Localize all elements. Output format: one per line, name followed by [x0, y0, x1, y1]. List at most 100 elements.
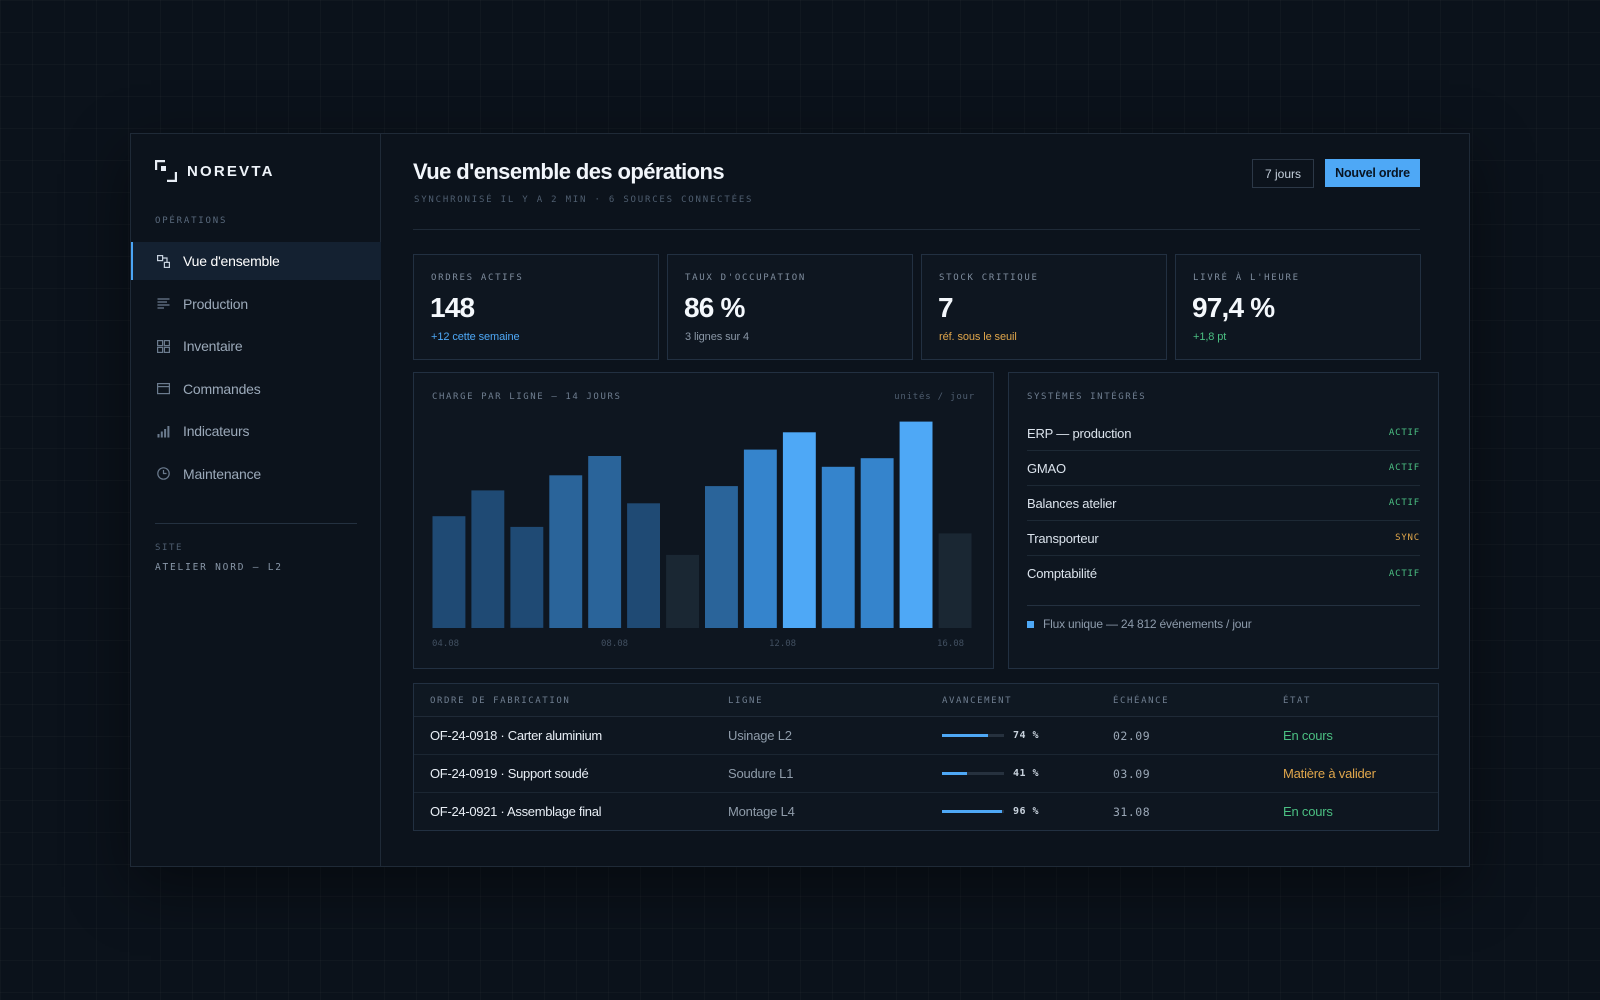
kpi-value: 148 [430, 292, 475, 323]
chart-bar[interactable] [860, 458, 894, 628]
order-due-date: 03.09 [1113, 767, 1151, 781]
site-value: ATELIER NORD — L2 [155, 562, 283, 573]
sidebar-item-overview[interactable]: Vue d'ensemble [131, 242, 381, 280]
table-row[interactable]: OF-24-0918 · Carter aluminium Usinage L2… [414, 717, 1438, 755]
sidebar-section-label: OPÉRATIONS [155, 216, 228, 226]
system-status-badge: ACTIF [1388, 428, 1420, 438]
progress-fill [942, 810, 1002, 813]
column-header[interactable]: LIGNE [728, 696, 764, 706]
kpi-sub: +12 cette semaine [431, 331, 520, 343]
x-tick-label: 12.08 [769, 639, 796, 649]
chart-bar[interactable] [432, 516, 466, 628]
sidebar: NOREVTA OPÉRATIONS Vue d'ensemble Produc… [131, 134, 381, 866]
systems-divider [1027, 605, 1420, 606]
chart-bar[interactable] [510, 526, 544, 628]
system-name: Balances atelier [1027, 495, 1117, 511]
overview-icon [157, 254, 171, 268]
chart-bar[interactable] [549, 475, 583, 628]
system-name: Transporteur [1027, 530, 1099, 546]
system-name: GMAO [1027, 460, 1066, 476]
orders-icon [157, 382, 171, 395]
progress-value: 96 % [1013, 806, 1040, 817]
sidebar-nav: Vue d'ensemble Production Inventaire [131, 242, 381, 498]
legend-square-icon [1027, 620, 1034, 628]
production-icon [157, 297, 170, 310]
system-status-badge: ACTIF [1388, 498, 1420, 508]
sidebar-item-label: Vue d'ensemble [183, 253, 280, 269]
order-line: Montage L4 [728, 804, 795, 819]
orders-table: ORDRE DE FABRICATION LIGNE AVANCEMENT ÉC… [413, 683, 1439, 831]
kpi-card-critical-stock: STOCK CRITIQUE 7 réf. sous le seuil [921, 254, 1167, 360]
sidebar-item-indicators[interactable]: Indicateurs [131, 412, 381, 450]
column-header[interactable]: ÉTAT [1283, 696, 1312, 706]
chart-bar[interactable] [471, 490, 505, 628]
system-row[interactable]: Comptabilité ACTIF [1027, 556, 1420, 591]
order-state: En cours [1283, 804, 1333, 819]
kpi-label: STOCK CRITIQUE [939, 273, 1039, 283]
chart-bar[interactable] [588, 456, 622, 628]
system-row[interactable]: GMAO ACTIF [1027, 451, 1420, 486]
systems-panel: SYSTÈMES INTÉGRÉS ERP — production ACTIF… [1008, 372, 1439, 669]
chart-bar[interactable] [666, 554, 699, 628]
table-row[interactable]: OF-24-0921 · Assemblage final Montage L4… [414, 793, 1438, 831]
kpi-value: 86 % [684, 292, 745, 323]
order-due-date: 31.08 [1113, 805, 1151, 819]
sidebar-item-production[interactable]: Production [131, 285, 381, 323]
systems-footer: Flux unique — 24 812 événements / jour [1027, 617, 1252, 631]
chart-bar[interactable] [782, 432, 816, 628]
order-state: En cours [1283, 728, 1333, 743]
progress-value: 41 % [1013, 768, 1040, 779]
chart-bar[interactable] [743, 449, 777, 628]
brand-name: NOREVTA [187, 162, 275, 180]
system-row[interactable]: Transporteur SYNC [1027, 521, 1420, 556]
order-name: OF-24-0921 · Assemblage final [430, 804, 602, 819]
systems-footer-text: Flux unique — 24 812 événements / jour [1043, 617, 1252, 631]
app-window: NOREVTA OPÉRATIONS Vue d'ensemble Produc… [130, 133, 1470, 867]
kpi-value: 7 [938, 292, 954, 323]
grid-icon [157, 339, 171, 353]
system-row[interactable]: ERP — production ACTIF [1027, 416, 1420, 451]
system-status-badge: SYNC [1395, 533, 1420, 543]
table-row[interactable]: OF-24-0919 · Support soudé Soudure L1 41… [414, 755, 1438, 793]
load-chart-panel: CHARGE PAR LIGNE — 14 JOURS unités / jou… [413, 372, 994, 669]
progress-track [942, 734, 1004, 737]
system-name: ERP — production [1027, 425, 1132, 441]
order-state: Matière à valider [1283, 766, 1376, 781]
clock-icon [157, 467, 170, 481]
sidebar-item-label: Indicateurs [183, 423, 250, 440]
kpi-sub: 3 lignes sur 4 [685, 331, 750, 343]
order-line: Soudure L1 [728, 766, 794, 781]
column-header[interactable]: ÉCHÉANCE [1113, 696, 1170, 706]
kpi-card-occupancy: TAUX D'OCCUPATION 86 % 3 lignes sur 4 [667, 254, 913, 360]
sidebar-item-label: Inventaire [183, 338, 243, 355]
kpi-card-active-orders: ORDRES ACTIFS 148 +12 cette semaine [413, 254, 659, 360]
column-header[interactable]: ORDRE DE FABRICATION [430, 696, 571, 706]
progress-indicator: 41 % [942, 768, 1039, 779]
new-order-button[interactable]: Nouvel ordre [1325, 159, 1420, 187]
sidebar-item-inventory[interactable]: Inventaire [131, 327, 381, 365]
brand-logo[interactable]: NOREVTA [154, 159, 275, 183]
chart-bar[interactable] [705, 486, 738, 628]
progress-indicator: 96 % [942, 806, 1039, 817]
period-button[interactable]: 7 jours [1252, 159, 1314, 188]
chart-bar[interactable] [938, 533, 972, 628]
sidebar-item-label: Maintenance [183, 465, 261, 482]
chart-bar[interactable] [899, 421, 933, 628]
load-bar-chart: 04.08 08.08 12.08 16.08 [432, 421, 972, 649]
chart-bar[interactable] [627, 503, 660, 628]
bar-chart-icon [157, 425, 170, 438]
kpi-sub: +1,8 pt [1193, 331, 1227, 343]
progress-fill [942, 772, 968, 775]
page-title: Vue d'ensemble des opérations [413, 159, 725, 184]
chart-bar[interactable] [821, 466, 855, 629]
sidebar-item-maintenance[interactable]: Maintenance [131, 455, 381, 493]
sync-status: SYNCHRONISÉ IL Y A 2 MIN · 6 SOURCES CON… [414, 195, 754, 205]
progress-track [942, 810, 1004, 813]
sidebar-item-orders[interactable]: Commandes [131, 370, 381, 408]
kpi-label: LIVRÉ À L'HEURE [1193, 273, 1300, 283]
kpi-card-on-time: LIVRÉ À L'HEURE 97,4 % +1,8 pt [1175, 254, 1421, 360]
column-header[interactable]: AVANCEMENT [942, 696, 1013, 706]
main-content: Vue d'ensemble des opérations SYNCHRONIS… [381, 134, 1469, 866]
table-header: ORDRE DE FABRICATION LIGNE AVANCEMENT ÉC… [414, 684, 1438, 717]
system-row[interactable]: Balances atelier ACTIF [1027, 486, 1420, 521]
